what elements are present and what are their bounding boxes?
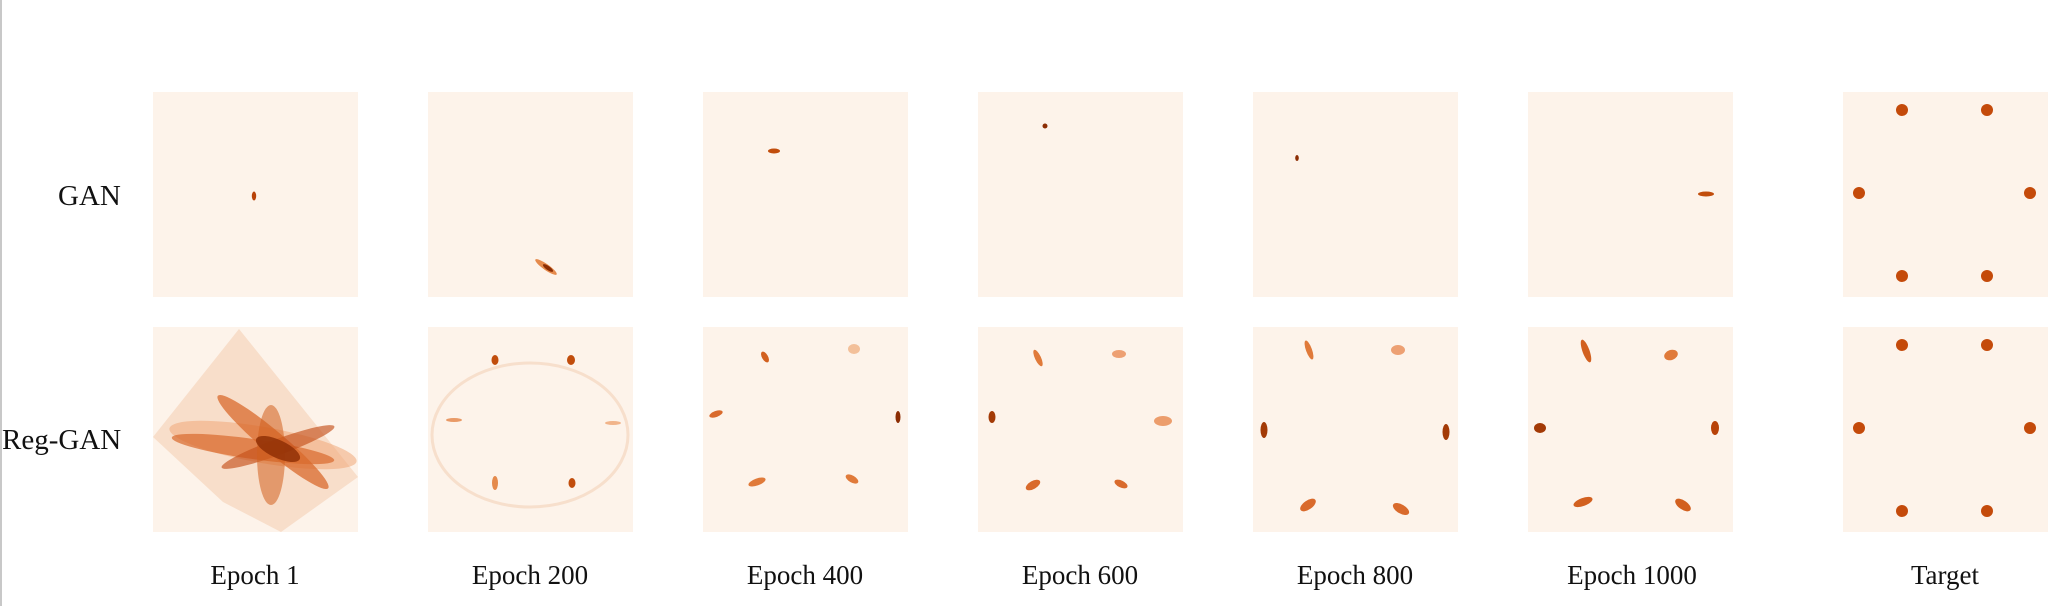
row-label-gan: GAN	[58, 180, 121, 212]
reg-gan-epoch-1000-panel	[1528, 327, 1733, 532]
col-label-epoch-400: Epoch 400	[746, 560, 864, 590]
col-label-epoch-800: Epoch 800	[1296, 560, 1414, 590]
col-label-target: Target	[1910, 560, 1980, 590]
col-label-epoch-200: Epoch 200	[471, 560, 589, 590]
reg-gan-epoch-200-panel	[428, 327, 633, 532]
left-border-line	[0, 0, 2, 606]
reg-gan-epoch-400-panel	[703, 327, 908, 532]
gan-epoch-1000-panel	[1528, 92, 1733, 297]
gan-epoch-1-panel	[153, 92, 358, 297]
reg-gan-epoch-800-panel	[1253, 327, 1458, 532]
col-label-epoch-1000: Epoch 1000	[1567, 560, 1697, 590]
row-label-reg-gan: Reg-GAN	[2, 424, 122, 456]
col-label-epoch-1: Epoch 1	[210, 560, 300, 590]
gan-epoch-800-panel	[1253, 92, 1458, 297]
gan-epoch-600-panel	[978, 92, 1183, 297]
col-label-epoch-600: Epoch 600	[1021, 560, 1139, 590]
reg-gan-target-panel	[1843, 327, 2048, 532]
gan-epoch-200-panel	[428, 92, 633, 297]
reg-gan-epoch-600-panel	[978, 327, 1183, 532]
gan-epoch-400-panel	[703, 92, 908, 297]
gan-target-panel	[1843, 92, 2048, 297]
reg-gan-epoch-1-panel	[153, 327, 358, 532]
